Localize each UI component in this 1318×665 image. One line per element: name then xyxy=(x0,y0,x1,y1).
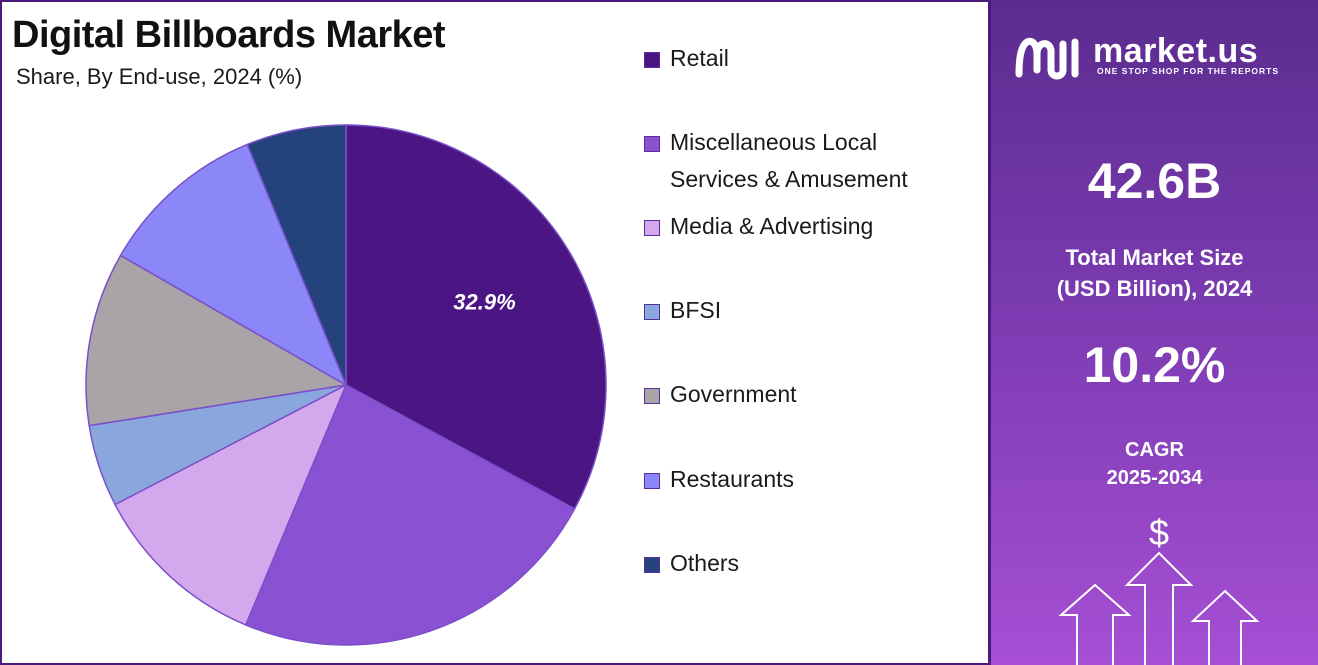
chart-title: Digital Billboards Market xyxy=(12,14,446,56)
market-size-label-line2: (USD Billion), 2024 xyxy=(1056,276,1253,301)
legend-label: Miscellaneous Local Services & Amusement xyxy=(670,124,908,198)
summary-panel: market.us ONE STOP SHOP FOR THE REPORTS … xyxy=(988,0,1318,665)
legend-label: Government xyxy=(670,376,797,413)
legend-item: Government xyxy=(644,381,797,413)
legend-swatch xyxy=(644,304,660,320)
legend-item: Miscellaneous Local Services & Amusement xyxy=(644,129,908,198)
legend-label-line: Others xyxy=(670,550,740,576)
logo-mark-icon xyxy=(1015,37,1079,80)
legend: Retail Miscellaneous Local Services & Amus… xyxy=(644,0,984,665)
legend-item: Restaurants xyxy=(644,466,794,498)
pie-slice-others xyxy=(246,124,347,386)
logo-tagline: ONE STOP SHOP FOR THE REPORTS xyxy=(1097,66,1280,76)
legend-label-line: Retail xyxy=(670,45,729,71)
cagr-value: 10.2% xyxy=(1083,337,1226,393)
legend-label: Media & Advertising xyxy=(670,208,873,245)
market-size-value: 42.6B xyxy=(1087,153,1222,209)
pie-data-label: 32.9% xyxy=(453,290,515,315)
legend-swatch xyxy=(644,388,660,404)
legend-swatch xyxy=(644,557,660,573)
cagr-label-line2: 2025-2034 xyxy=(1106,467,1203,489)
legend-label: Others xyxy=(670,545,739,582)
pie-slice-government xyxy=(85,254,349,427)
legend-swatch xyxy=(644,52,660,68)
legend-label: Retail xyxy=(670,40,729,77)
dollar-icon: $ xyxy=(1149,512,1169,553)
legend-label-line: Miscellaneous Local xyxy=(670,129,878,155)
legend-item: BFSI xyxy=(644,297,721,329)
legend-label: Restaurants xyxy=(670,461,794,498)
legend-item: Retail xyxy=(644,45,729,77)
legend-swatch xyxy=(644,136,660,152)
legend-label-line: BFSI xyxy=(670,297,722,323)
cagr-label-line1: CAGR xyxy=(1125,439,1184,461)
chart-subtitle: Share, By End-use, 2024 (%) xyxy=(16,64,303,89)
pie-slice-retail xyxy=(345,124,607,510)
growth-arrows-icon: $ xyxy=(1058,512,1260,665)
pie-slice-restaurants xyxy=(119,143,348,387)
legend-label-line: Government xyxy=(670,381,797,407)
logo-text: market.us xyxy=(1093,32,1259,70)
legend-label: BFSI xyxy=(670,292,721,329)
legend-item: Others xyxy=(644,550,739,582)
legend-label-line: Media & Advertising xyxy=(670,213,874,239)
pie-slices-group xyxy=(85,124,607,646)
pie-labels-group: 32.9% xyxy=(453,290,515,315)
legend-swatch xyxy=(644,473,660,489)
legend-label-line: Restaurants xyxy=(670,466,795,492)
pie-chart: 32.9% xyxy=(85,124,607,646)
legend-item: Media & Advertising xyxy=(644,213,873,245)
market-us-logo: market.us ONE STOP SHOP FOR THE REPORTS xyxy=(1013,32,1303,82)
market-size-label-line1: Total Market Size xyxy=(1065,245,1244,270)
legend-swatch xyxy=(644,220,660,236)
pie-slice-miscellaneous-local-services-amusement xyxy=(244,383,576,646)
pie-slice-media-advertising xyxy=(114,383,348,626)
legend-label-line: Services & Amusement xyxy=(670,166,908,192)
